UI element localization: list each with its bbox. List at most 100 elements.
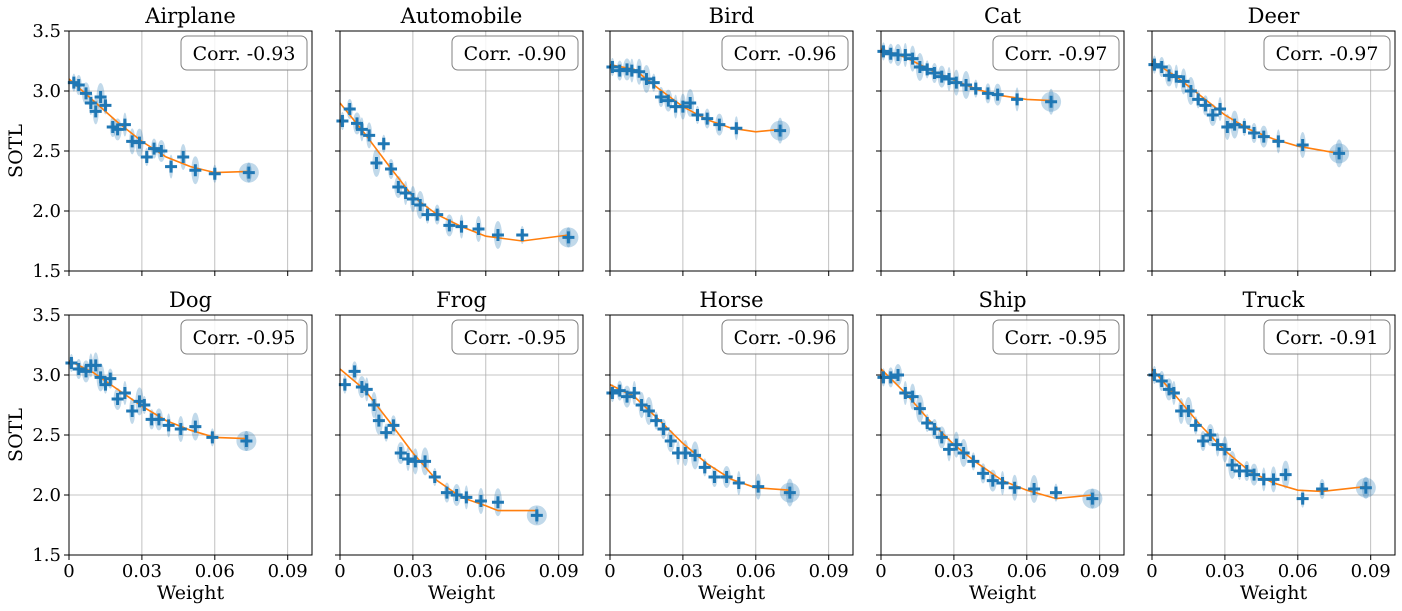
data-point [1197,435,1210,447]
data-point [1272,135,1285,148]
correlation-legend-box [721,319,849,355]
data-point [991,88,1004,101]
data-point [372,414,385,427]
data-point [1211,438,1224,451]
data-point [1148,58,1161,71]
data-point [140,151,153,163]
x-axis-label: Weight [1240,582,1308,604]
panel-title: Horse [699,288,763,312]
data-point [691,109,704,121]
data-point [1228,118,1241,131]
data-point [1167,387,1180,399]
correlation-label: Corr. -0.95 [464,327,567,349]
data-point [1333,147,1346,160]
data-point [165,160,178,173]
data-point [562,231,575,244]
correlation-label: Corr. -0.97 [1005,43,1108,65]
x-axis-label: Weight [969,582,1037,604]
data-point [943,73,956,85]
correlation-label: Corr. -0.95 [193,327,296,349]
data-point [1204,429,1217,441]
data-point [640,73,653,85]
data-point [877,45,890,58]
x-axis-label: Weight [698,582,766,604]
correlation-legend-box [992,319,1120,355]
data-point [1177,75,1190,88]
x-tick-label: 0.09 [809,561,849,582]
data-point [84,97,97,109]
data-point [783,486,796,499]
y-tick-label: 3.0 [32,81,61,102]
data-point [118,118,131,131]
data-point [370,157,383,169]
y-axis-label: SOTL [5,124,27,178]
x-tick-label: 0.06 [466,561,506,582]
data-point [698,461,711,474]
data-point [621,390,634,403]
data-point [343,103,356,115]
data-point [921,417,934,429]
panel-frog: 0 0.03 0.06 0.09 Frog Corr. -0.95 Weight [334,288,584,604]
data-point [921,63,934,76]
x-tick-label: 0.03 [122,561,162,582]
data-point [1248,127,1261,139]
data-point [986,474,999,487]
data-point [628,387,641,399]
panel-deer: Deer Corr. -0.97 [1147,4,1396,276]
panel-title: Bird [709,4,755,28]
data-point [899,387,912,399]
data-point [1086,492,1099,505]
data-point [935,431,948,444]
correlation-label: Corr. -0.93 [193,43,296,65]
data-point [380,426,393,439]
correlation-legend-box [451,35,579,71]
data-point [1240,465,1253,477]
data-point [206,431,219,444]
data-point [368,399,381,411]
fit-line [1151,60,1340,155]
x-tick-label: 0 [875,561,886,582]
data-point [338,378,351,391]
x-tick-label: 0.03 [934,561,974,582]
y-tick-label: 2.5 [32,425,61,446]
data-point [950,76,963,89]
data-point [377,137,390,150]
data-point [189,164,202,177]
data-point [65,357,78,369]
data-point [148,142,161,155]
data-point [428,471,441,483]
data-point [474,495,487,507]
data-point [655,91,668,103]
x-tick-label: 0.06 [1007,561,1047,582]
panel-automobile: Automobile Corr. -0.90 [335,4,584,276]
data-point [647,76,660,89]
data-point [892,369,905,381]
data-point [174,423,187,435]
x-tick-label: 0 [604,561,615,582]
x-tick-label: 0.09 [1351,561,1391,582]
correlation-label: Corr. -0.96 [734,327,837,349]
data-point [1296,492,1309,505]
data-point [642,405,655,417]
fit-line [1151,368,1366,493]
x-tick-label: 0.06 [1278,561,1318,582]
data-point [950,438,963,451]
panel-title: Ship [978,288,1026,312]
data-point [633,65,646,78]
data-point [708,471,721,483]
data-point [516,229,529,241]
panel-title: Frog [436,288,487,312]
y-tick-label: 2.0 [32,485,61,506]
data-point [969,82,982,95]
data-point [155,145,168,157]
data-point [1170,70,1183,83]
y-tick-label: 1.5 [32,545,61,566]
y-tick-label: 3.5 [32,21,61,42]
panel-dog: 0 0.03 0.06 0.09 1.5 2.0 2.5 3.0 3.5 Dog Corr. -0.… [5,288,313,604]
data-point [99,99,112,112]
data-point [460,491,473,504]
data-point [1192,93,1205,106]
correlation-label: Corr. -0.91 [1276,327,1379,349]
x-tick-label: 0.06 [736,561,776,582]
